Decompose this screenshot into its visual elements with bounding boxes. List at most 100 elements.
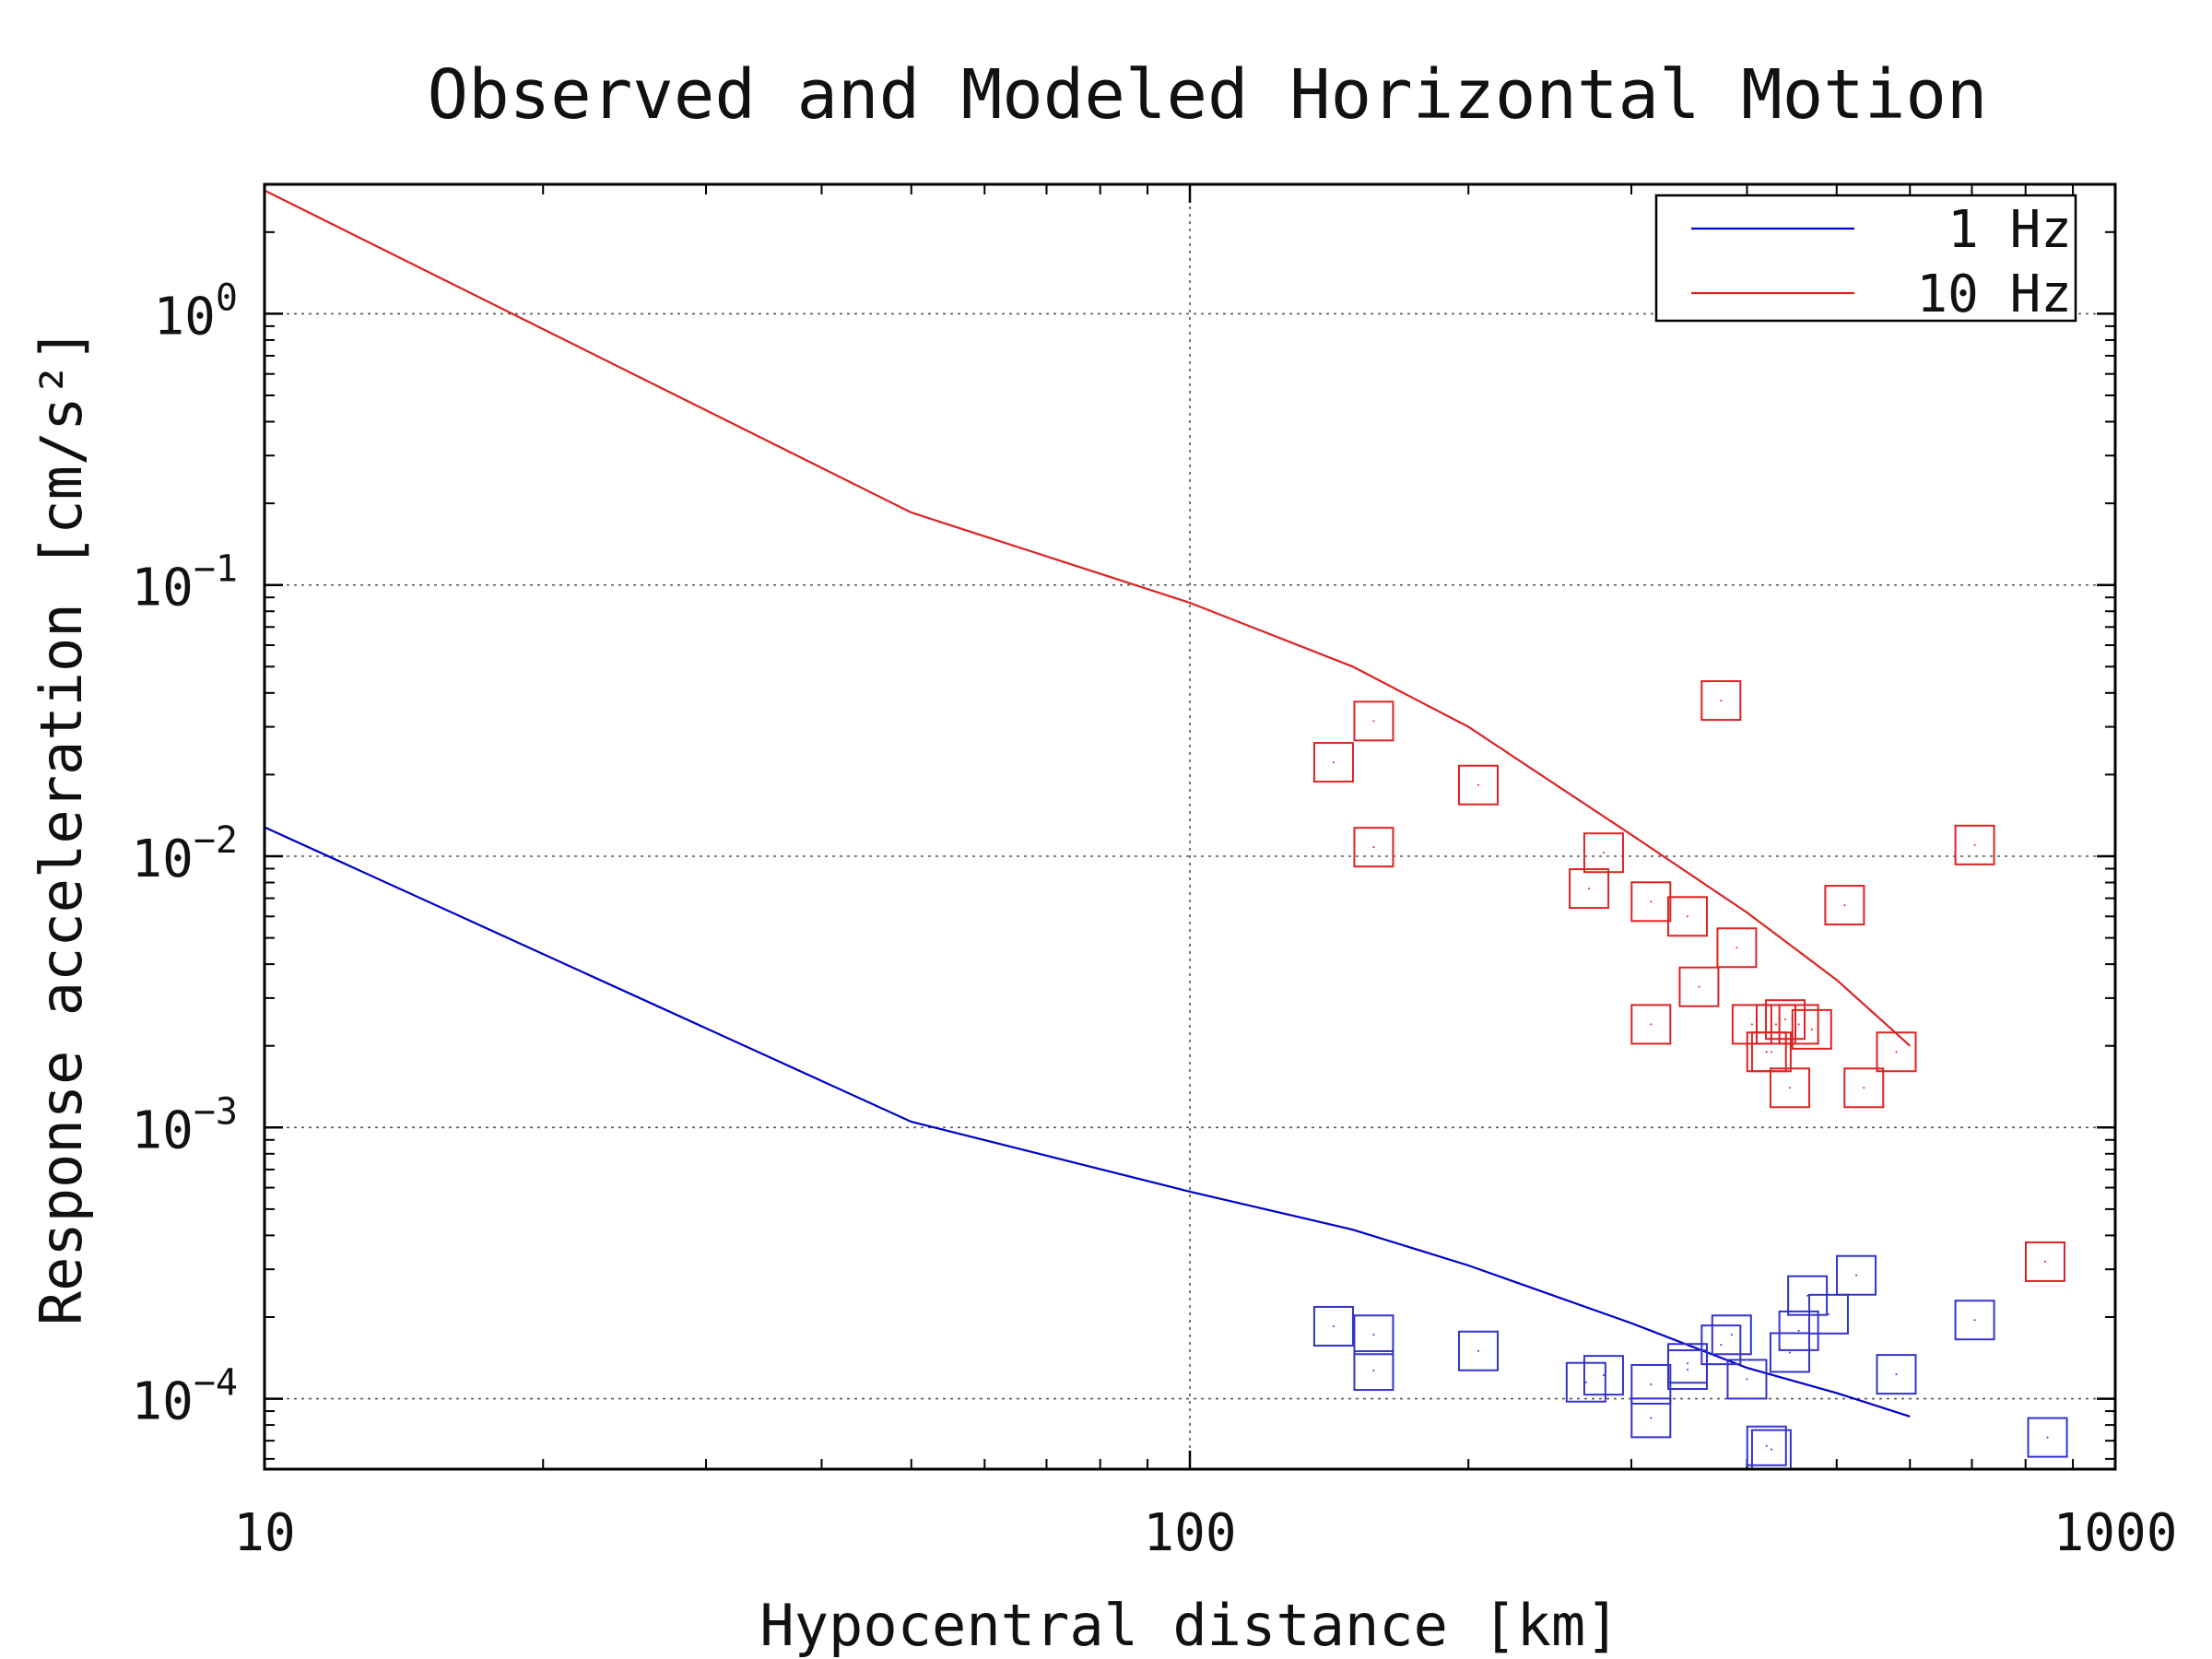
data-point [1778,1004,1819,1045]
series-line-10-hz [265,189,1912,1047]
data-point [1700,1324,1742,1366]
y-tick-base: 10 [131,1100,193,1160]
data-point-center [1863,1087,1865,1089]
data-point-center [2043,1260,2046,1263]
data-point-center [1332,1324,1335,1327]
data-point-center [1372,1334,1375,1336]
data-point-center [1588,888,1591,890]
data-point-center [2046,1436,2049,1439]
data-point-center [1720,1344,1723,1347]
data-point-center [1698,985,1700,988]
data-point-center [1973,1319,1976,1322]
data-point [1312,1305,1354,1347]
x-tick-label: 100 [1143,1503,1236,1563]
data-point [1353,1350,1394,1392]
data-point-center [1650,900,1653,903]
data-point-center [1843,904,1846,907]
data-point [1876,1354,1917,1395]
legend-label: 10 Hz [1916,265,2072,324]
data-point [1583,832,1624,874]
data-point-center [1650,1382,1653,1385]
data-point-center [1788,1087,1791,1089]
data-point-center [1797,1023,1800,1026]
data-point [1954,824,1995,865]
data-point [1630,1397,1672,1439]
data-point [1630,1363,1672,1405]
data-point [1700,680,1742,722]
data-point [1746,1425,1787,1466]
data-point [1458,764,1500,806]
y-tick-base: 10 [131,830,193,889]
data-point-center [1797,1329,1800,1332]
data-point [2027,1417,2068,1458]
data-point-center [1650,1417,1653,1419]
series-layer [265,189,2068,1469]
data-point-center [1477,783,1480,786]
data-point-center [1750,1023,1753,1026]
x-tick-label: 10 [233,1503,295,1563]
data-point [1824,885,1865,926]
data-point [1954,1300,1995,1341]
data-point [1876,1031,1917,1073]
data-point-center [1806,1294,1809,1297]
data-point-center [1720,700,1723,702]
y-tick-exponent: −3 [194,1090,238,1133]
data-point-center [1602,1374,1605,1377]
chart-title: Observed and Modeled Horizontal Motion [428,55,1988,135]
data-point [2024,1241,2065,1282]
data-point-center [1332,761,1335,764]
y-axis-label: Response acceleration [cm/s²] [28,328,95,1326]
y-tick-label: 10−2 [131,819,238,889]
data-point [1778,1310,1819,1351]
data-point-center [1735,947,1738,949]
data-point-center [1855,1274,1858,1277]
y-tick-label: 10−3 [131,1090,238,1160]
data-point [1765,999,1806,1041]
data-point-center [1770,1448,1772,1451]
data-point-center [1686,1369,1688,1371]
data-point-center [1775,1023,1778,1026]
data-point-center [1810,1028,1813,1030]
data-point-center [1686,1362,1688,1365]
data-point [1756,1004,1797,1045]
data-point [1791,1008,1832,1050]
y-tick-base: 10 [131,559,193,618]
data-point-center [1788,1351,1791,1354]
y-tick-base: 10 [131,1372,193,1432]
data-point [1666,896,1708,937]
data-point [1716,927,1758,969]
y-tick-label: 10−1 [131,548,238,618]
x-tick-label: 1000 [2053,1503,2178,1563]
data-point-center [1584,1381,1587,1383]
data-point-center [1827,1312,1830,1315]
y-tick-label: 10−4 [131,1362,238,1432]
data-point [1458,1330,1500,1371]
y-tick-exponent: −1 [194,548,238,591]
data-point-center [1895,1373,1898,1376]
data-point [1353,827,1394,868]
x-axis-label: Hypocentral distance [km] [759,1592,1619,1659]
data-point-center [1477,1349,1480,1352]
data-point-center [1602,852,1605,854]
data-point [1569,868,1610,910]
data-point-center [1746,1378,1748,1381]
y-tick-label: 100 [153,276,238,347]
data-point-center [1770,1051,1772,1053]
data-point [1711,1314,1752,1356]
data-point [1807,1293,1849,1335]
data-point [1312,742,1354,783]
data-point [1678,966,1720,1007]
y-tick-base: 10 [153,287,215,347]
y-tick-exponent: −4 [194,1362,238,1405]
data-point [1769,1332,1810,1373]
data-point-center [1372,1370,1375,1372]
data-point-center [1730,1334,1733,1336]
data-point-center [1765,1051,1768,1053]
data-point [1583,1355,1624,1396]
data-point-center [1895,1051,1898,1053]
data-point [1353,700,1394,742]
data-point-center [1765,1444,1768,1447]
data-point [1726,1359,1768,1400]
data-point-center [1784,1018,1787,1021]
